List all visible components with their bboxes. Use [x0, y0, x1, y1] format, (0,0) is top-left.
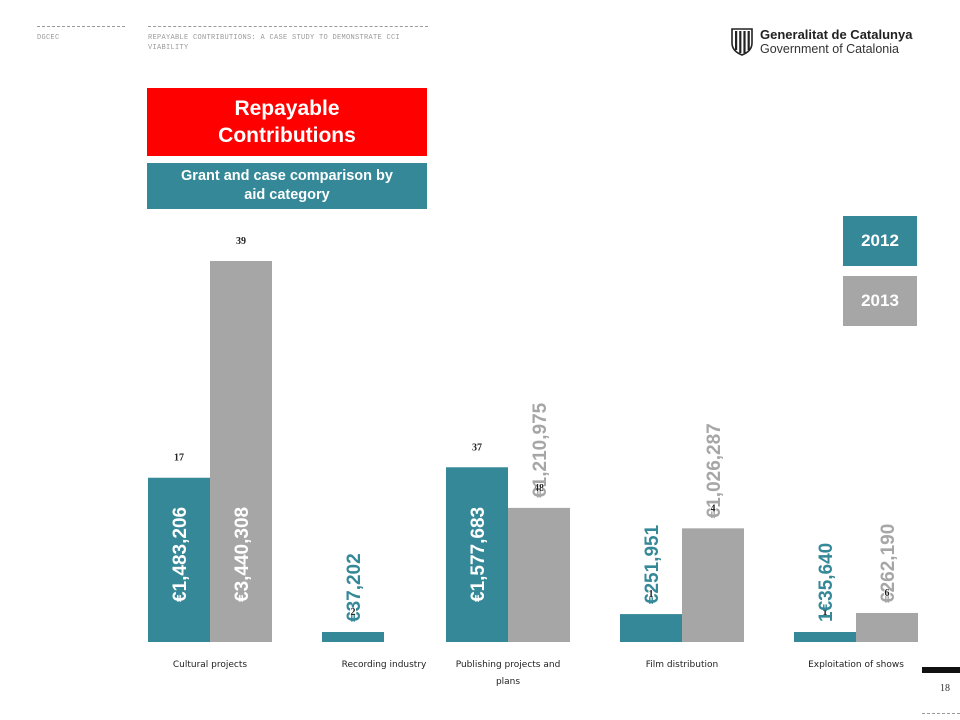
bar-2013-4	[856, 612, 918, 642]
header-code: DGCEC	[37, 34, 60, 42]
generalitat-emblem-icon	[731, 28, 753, 56]
category-label-1-0: Recording industry	[342, 660, 427, 670]
page-subtitle-line1: Grant and case comparison by	[181, 168, 393, 184]
header-title: REPAYABLE CONTRIBUTIONS: A CASE STUDY TO…	[148, 33, 438, 53]
page-title-line1: Repayable	[234, 97, 340, 120]
count-label-2013-2: 48	[534, 483, 544, 494]
value-label-2013-4: €262,190	[878, 524, 899, 603]
value-label-2012-4: 1€35,640	[816, 543, 837, 622]
count-label-2012-3: 1	[649, 589, 654, 600]
category-label-3-0: Film distribution	[646, 660, 718, 670]
page-rule	[922, 713, 960, 714]
logo-line1: Generalitat de Catalunya	[760, 27, 913, 42]
logo-line2: Government of Catalonia	[760, 42, 899, 56]
value-label-2012-1: €37,202	[344, 553, 365, 622]
count-label-2012-4: 1	[823, 607, 828, 618]
category-label-2-0: Publishing projects and	[456, 660, 561, 670]
bar-2012-4	[794, 632, 856, 642]
bar-2012-2	[446, 467, 508, 642]
bar-2012-0	[148, 477, 210, 642]
bar-2013-0	[210, 261, 272, 642]
generalitat-logo: Generalitat de Catalunya Government of C…	[730, 26, 930, 58]
category-label-4-0: Exploitation of shows	[808, 660, 904, 670]
header-rule-left	[37, 26, 125, 27]
bar-2012-3	[620, 614, 682, 642]
header-rule-right	[148, 26, 428, 27]
page-marker-bar	[922, 667, 960, 673]
category-label-0-0: Cultural projects	[173, 660, 248, 670]
page-subtitle-line2: aid category	[244, 187, 330, 203]
count-label-2012-1: 2	[351, 607, 356, 618]
page-subtitle: Grant and case comparison by aid categor…	[147, 163, 427, 209]
count-label-2012-0: 17	[174, 453, 184, 464]
legend-2012: 2012	[843, 216, 917, 266]
value-label-2012-0: €1,483,206	[170, 507, 191, 602]
bar-2012-1	[322, 632, 384, 642]
value-label-2013-2: €1,210,975	[530, 402, 551, 498]
header-title-line1: REPAYABLE CONTRIBUTIONS: A CASE STUDY TO…	[148, 34, 401, 42]
page-title-line2: Contributions	[218, 124, 356, 147]
count-label-2012-2: 37	[472, 442, 482, 453]
count-label-2013-0: 39	[236, 236, 246, 247]
page-title: Repayable Contributions	[147, 88, 427, 156]
page-number: 18	[940, 683, 950, 694]
value-label-2013-3: €1,026,287	[704, 423, 725, 518]
category-label-2-1: plans	[496, 677, 520, 687]
value-label-2012-2: €1,577,683	[468, 507, 489, 602]
value-label-2012-3: €251,951	[642, 524, 663, 604]
value-label-2013-0: €3,440,308	[232, 507, 253, 602]
count-label-2013-3: 4	[711, 503, 716, 514]
header-title-line2: VIABILITY	[148, 44, 189, 52]
bar-2013-2	[508, 507, 570, 642]
count-label-2013-4: 6	[885, 588, 890, 599]
bar-2013-3	[682, 528, 744, 642]
legend-2013: 2013	[843, 276, 917, 326]
